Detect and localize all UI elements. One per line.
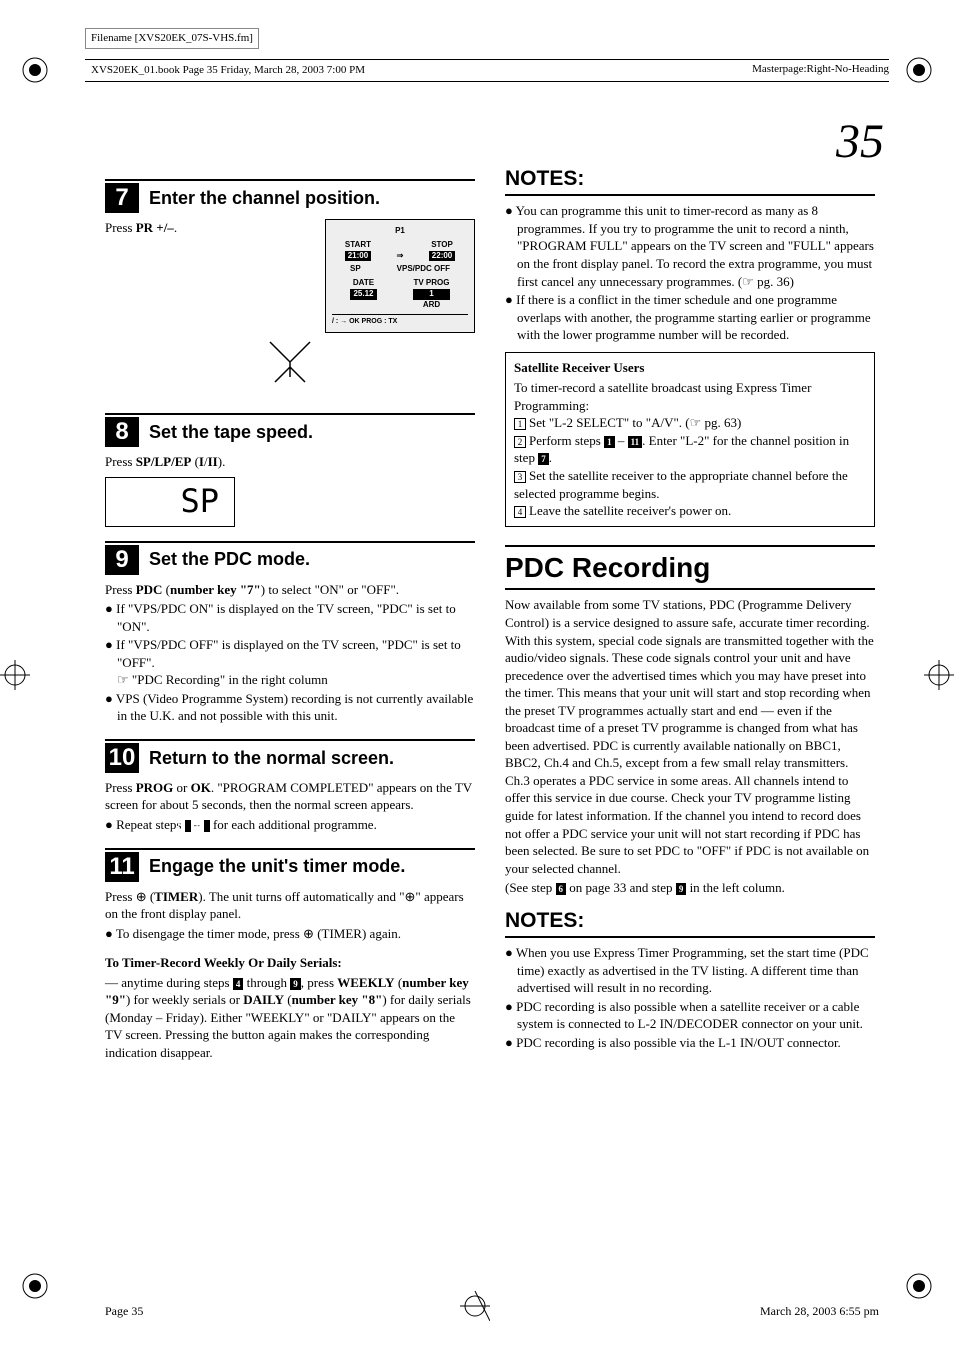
step-11-header: 11 Engage the unit's timer mode. xyxy=(105,848,475,882)
display-panel: SP xyxy=(105,477,235,527)
bullet: To disengage the timer mode, press ⊕ (TI… xyxy=(105,925,475,943)
regmark-icon xyxy=(20,1271,50,1301)
footer-left: Page 35 xyxy=(105,1303,143,1319)
step-11-body: Press ⊕ (TIMER). The unit turns off auto… xyxy=(105,888,475,943)
step-title: Engage the unit's timer mode. xyxy=(149,854,405,878)
serials-body: — anytime during steps 4 through 9, pres… xyxy=(105,974,475,1062)
step-number: 11 xyxy=(105,852,139,882)
bullet: PDC recording is also possible via the L… xyxy=(505,1034,875,1052)
filename-label: Filename [XVS20EK_07S-VHS.fm] xyxy=(85,28,259,49)
step-title: Set the PDC mode. xyxy=(149,547,310,571)
step-8-header: 8 Set the tape speed. xyxy=(105,413,475,447)
osd-header: P1 xyxy=(332,226,468,237)
osd-date-val: 25.12 xyxy=(350,289,376,300)
box-intro: To timer-record a satellite broadcast us… xyxy=(514,379,866,414)
right-column: NOTES: You can programme this unit to ti… xyxy=(505,165,875,1064)
step-9-body: Press PDC (number key "7") to select "ON… xyxy=(105,581,475,725)
notes-title: NOTES: xyxy=(505,165,875,196)
satellite-box: Satellite Receiver Users To timer-record… xyxy=(505,352,875,527)
pdc-title: PDC Recording xyxy=(505,545,875,591)
osd-stop-val: 22:00 xyxy=(429,251,455,262)
step-number: 7 xyxy=(105,183,139,213)
osd-stop-label: STOP xyxy=(429,240,455,251)
bullet: Repeat steps 2 – 10 for each additional … xyxy=(105,816,475,834)
regmark-icon xyxy=(20,55,50,85)
bullet: PDC recording is also possible when a sa… xyxy=(505,998,875,1033)
osd-tvprog-label: TV PROG xyxy=(413,278,449,289)
osd-tvprog-name: ARD xyxy=(413,300,449,311)
bullet: If there is a conflict in the timer sche… xyxy=(505,291,875,344)
step-number: 9 xyxy=(105,545,139,575)
step-8-body: Press SP/LP/EP (I/II). SP xyxy=(105,453,475,527)
bullet: When you use Express Timer Programming, … xyxy=(505,944,875,997)
footer-right: March 28, 2003 6:55 pm xyxy=(760,1303,879,1319)
osd-start-label: START xyxy=(345,240,371,251)
page-footer: Page 35 March 28, 2003 6:55 pm xyxy=(105,1303,879,1319)
step-9-header: 9 Set the PDC mode. xyxy=(105,541,475,575)
serials-title: To Timer-Record Weekly Or Daily Serials: xyxy=(105,955,342,970)
osd-footer: / : → OK PROG : TX xyxy=(332,314,468,326)
left-column: 7 Enter the channel position. P1 START 2… xyxy=(105,165,475,1064)
regmark-icon xyxy=(904,1271,934,1301)
serials-section: To Timer-Record Weekly Or Daily Serials:… xyxy=(105,954,475,1061)
osd-sp: SP xyxy=(350,264,361,275)
masterpage-label: Masterpage:Right-No-Heading xyxy=(752,62,889,77)
step-number: 10 xyxy=(105,743,139,773)
notes1-body: You can programme this unit to timer-rec… xyxy=(505,202,875,343)
regmark-icon xyxy=(904,55,934,85)
content-area: 7 Enter the channel position. P1 START 2… xyxy=(105,165,879,1064)
bullet: If "VPS/PDC ON" is displayed on the TV s… xyxy=(105,600,475,635)
arrow-down-icon xyxy=(105,337,475,395)
pdc-body: Now available from some TV stations, PDC… xyxy=(505,596,875,896)
osd-date-label: DATE xyxy=(350,278,376,289)
bullet: VPS (Video Programme System) recording i… xyxy=(105,690,475,725)
osd-screenshot: P1 START 21:00 ⇒ STOP 22:00 SP VPS/PDC O… xyxy=(325,219,475,333)
osd-tvprog-val: 1 xyxy=(413,289,449,300)
step-title: Enter the channel position. xyxy=(149,186,380,210)
step-title: Set the tape speed. xyxy=(149,420,313,444)
step-number: 8 xyxy=(105,417,139,447)
step7-press-prefix: Press xyxy=(105,220,136,235)
bullet: If "VPS/PDC OFF" is displayed on the TV … xyxy=(105,636,475,689)
step-7-header: 7 Enter the channel position. xyxy=(105,179,475,213)
step-title: Return to the normal screen. xyxy=(149,746,394,770)
box-title: Satellite Receiver Users xyxy=(514,359,866,377)
notes-title: NOTES: xyxy=(505,907,875,938)
regmark-icon xyxy=(0,660,30,690)
step-10-header: 10 Return to the normal screen. xyxy=(105,739,475,773)
notes2-body: When you use Express Timer Programming, … xyxy=(505,944,875,1051)
regmark-icon xyxy=(460,1291,490,1321)
bullet: You can programme this unit to timer-rec… xyxy=(505,202,875,290)
osd-vps: VPS/PDC OFF xyxy=(397,264,450,275)
step-7-body: P1 START 21:00 ⇒ STOP 22:00 SP VPS/PDC O… xyxy=(105,219,475,399)
osd-start-val: 21:00 xyxy=(345,251,371,262)
seg-display: SP xyxy=(180,480,219,523)
regmark-icon xyxy=(924,660,954,690)
step-10-body: Press PROG or OK. "PROGRAM COMPLETED" ap… xyxy=(105,779,475,834)
